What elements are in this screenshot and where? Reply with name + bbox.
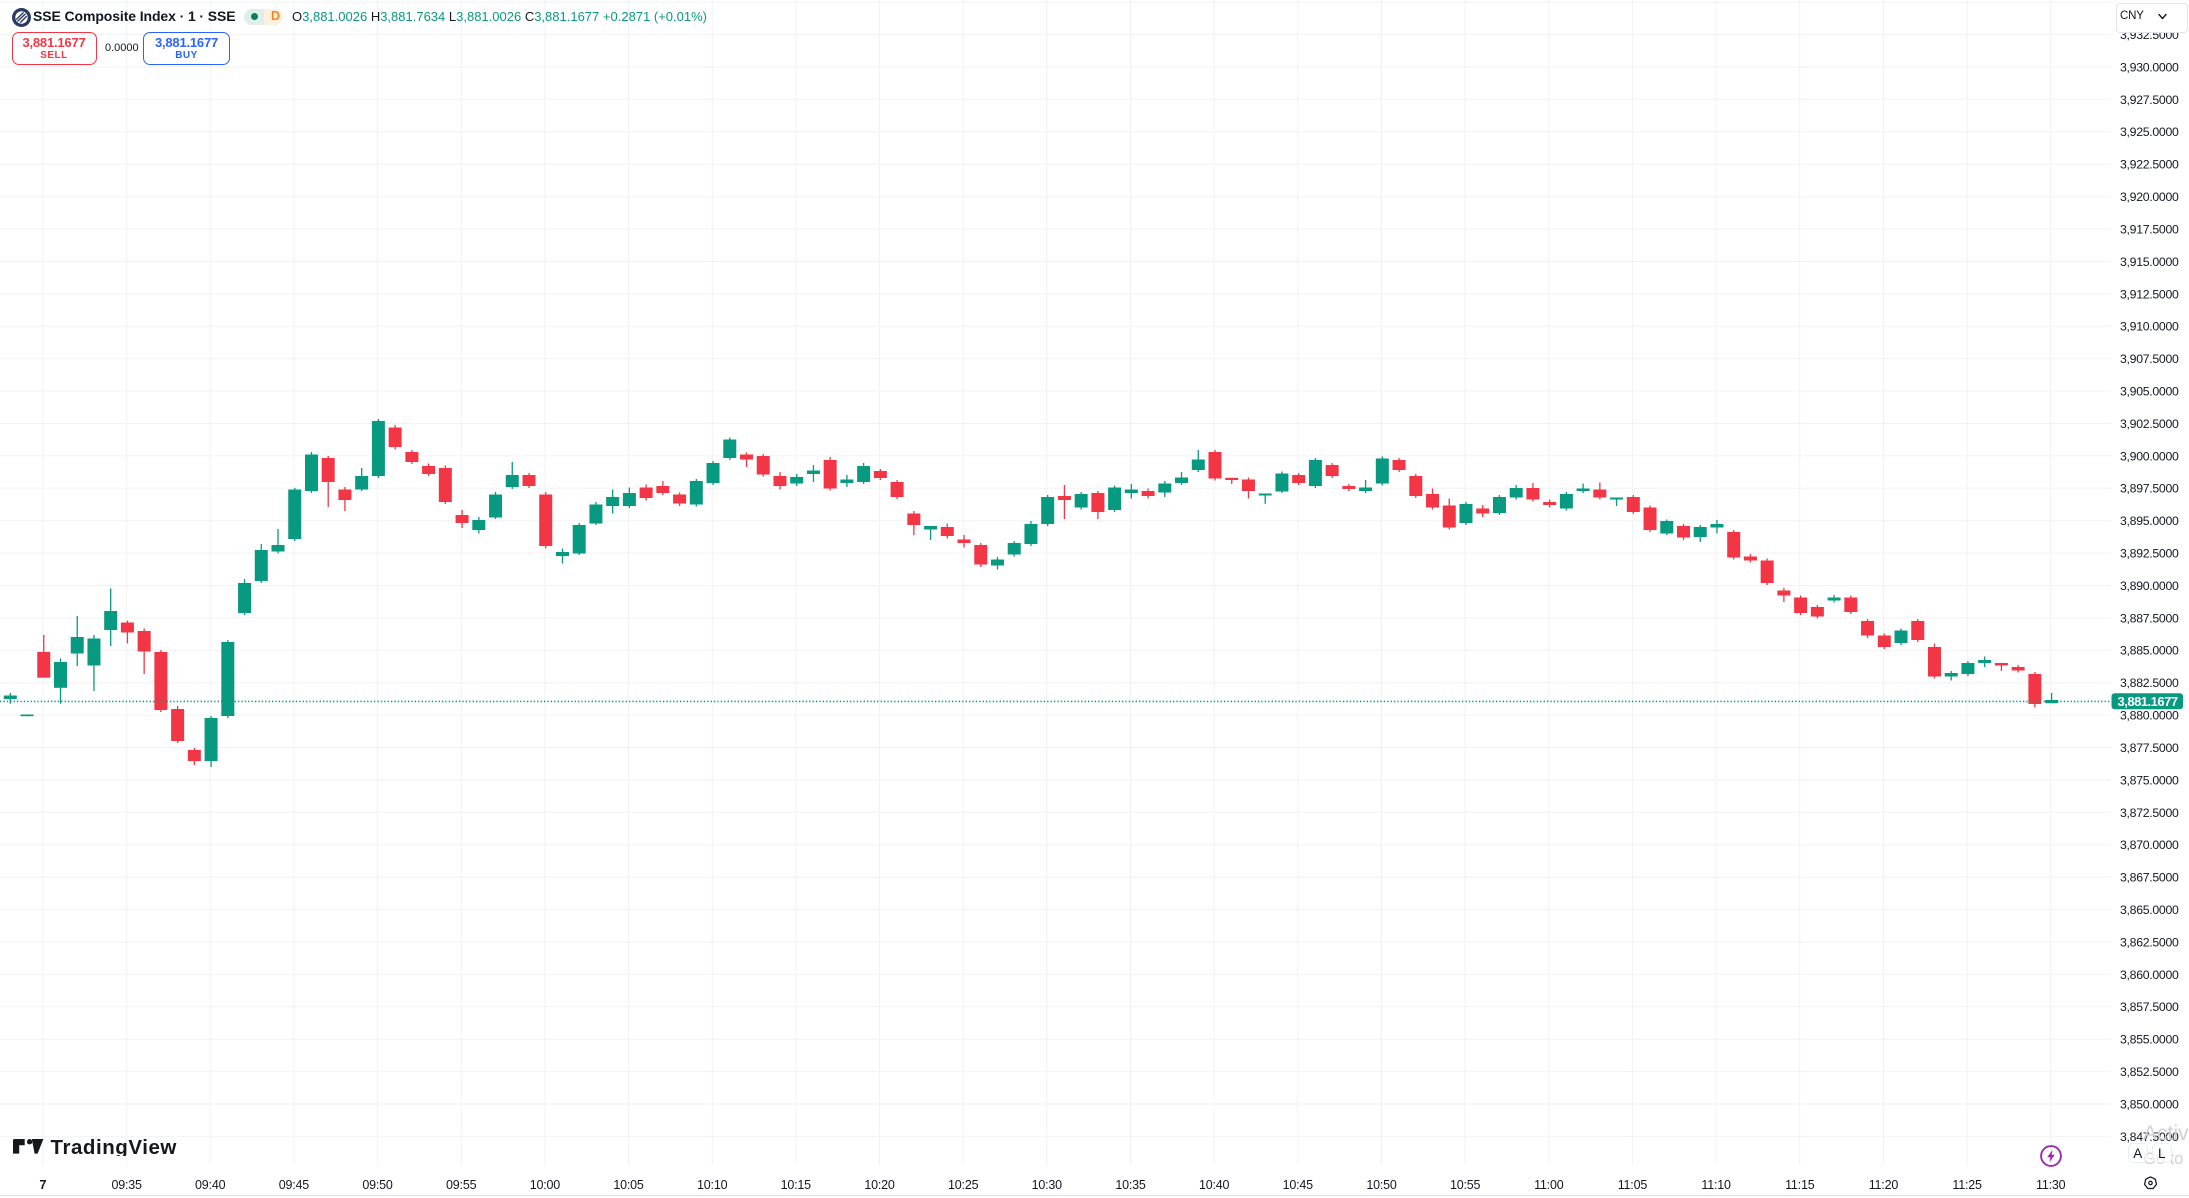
svg-text:7: 7 [40, 1178, 47, 1192]
svg-text:3,870.0000: 3,870.0000 [2120, 838, 2179, 852]
svg-text:10:45: 10:45 [1283, 1178, 1314, 1192]
svg-text:09:55: 09:55 [446, 1178, 477, 1192]
svg-text:3,907.5000: 3,907.5000 [2120, 352, 2179, 366]
svg-text:3,915.0000: 3,915.0000 [2120, 255, 2179, 269]
svg-text:3,922.5000: 3,922.5000 [2120, 158, 2179, 172]
svg-text:3,872.5000: 3,872.5000 [2120, 806, 2179, 820]
svg-text:3,920.0000: 3,920.0000 [2120, 190, 2179, 204]
svg-text:11:00: 11:00 [1534, 1178, 1564, 1192]
svg-text:3,847.5000: 3,847.5000 [2120, 1130, 2179, 1144]
svg-text:10:40: 10:40 [1199, 1178, 1230, 1192]
svg-text:3,850.0000: 3,850.0000 [2120, 1097, 2179, 1111]
svg-text:TradingView: TradingView [50, 1139, 176, 1156]
svg-text:3,880.0000: 3,880.0000 [2120, 709, 2179, 723]
svg-text:3,887.5000: 3,887.5000 [2120, 611, 2179, 625]
svg-text:09:50: 09:50 [362, 1178, 393, 1192]
svg-text:3,912.5000: 3,912.5000 [2120, 287, 2179, 301]
svg-text:11:25: 11:25 [1952, 1178, 1982, 1192]
svg-text:11:30: 11:30 [2036, 1178, 2066, 1192]
svg-text:3,895.0000: 3,895.0000 [2120, 514, 2179, 528]
svg-text:3,875.0000: 3,875.0000 [2120, 773, 2179, 787]
svg-text:10:35: 10:35 [1115, 1178, 1146, 1192]
svg-text:3,855.0000: 3,855.0000 [2120, 1033, 2179, 1047]
svg-text:11:10: 11:10 [1701, 1178, 1731, 1192]
svg-text:09:35: 09:35 [111, 1178, 142, 1192]
svg-text:10:25: 10:25 [948, 1178, 979, 1192]
svg-text:10:05: 10:05 [613, 1178, 644, 1192]
svg-text:10:10: 10:10 [697, 1178, 728, 1192]
svg-text:3,917.5000: 3,917.5000 [2120, 223, 2179, 237]
svg-text:3,867.5000: 3,867.5000 [2120, 871, 2179, 885]
svg-text:3,857.5000: 3,857.5000 [2120, 1000, 2179, 1014]
svg-text:3,930.0000: 3,930.0000 [2120, 60, 2179, 74]
svg-text:3,862.5000: 3,862.5000 [2120, 935, 2179, 949]
svg-text:10:00: 10:00 [530, 1178, 561, 1192]
svg-text:11:05: 11:05 [1618, 1178, 1648, 1192]
svg-text:3,881.1677: 3,881.1677 [2118, 694, 2178, 709]
svg-text:3,925.0000: 3,925.0000 [2120, 125, 2179, 139]
svg-text:3,852.5000: 3,852.5000 [2120, 1065, 2179, 1079]
svg-text:10:30: 10:30 [1032, 1178, 1063, 1192]
svg-text:3,897.5000: 3,897.5000 [2120, 482, 2179, 496]
svg-text:3,882.5000: 3,882.5000 [2120, 676, 2179, 690]
svg-text:3,905.0000: 3,905.0000 [2120, 385, 2179, 399]
svg-text:10:55: 10:55 [1450, 1178, 1481, 1192]
svg-text:09:40: 09:40 [195, 1178, 226, 1192]
svg-text:3,860.0000: 3,860.0000 [2120, 968, 2179, 982]
svg-text:11:15: 11:15 [1785, 1178, 1815, 1192]
svg-text:3,892.5000: 3,892.5000 [2120, 547, 2179, 561]
svg-text:3,927.5000: 3,927.5000 [2120, 93, 2179, 107]
svg-text:3,885.0000: 3,885.0000 [2120, 644, 2179, 658]
svg-text:3,902.5000: 3,902.5000 [2120, 417, 2179, 431]
svg-text:3,877.5000: 3,877.5000 [2120, 741, 2179, 755]
svg-text:3,910.0000: 3,910.0000 [2120, 320, 2179, 334]
svg-text:11:20: 11:20 [1869, 1178, 1899, 1192]
svg-text:09:45: 09:45 [279, 1178, 310, 1192]
svg-text:3,900.0000: 3,900.0000 [2120, 449, 2179, 463]
svg-text:10:50: 10:50 [1366, 1178, 1397, 1192]
svg-text:10:20: 10:20 [864, 1178, 895, 1192]
svg-text:10:15: 10:15 [781, 1178, 812, 1192]
svg-text:3,865.0000: 3,865.0000 [2120, 903, 2179, 917]
svg-text:3,890.0000: 3,890.0000 [2120, 579, 2179, 593]
